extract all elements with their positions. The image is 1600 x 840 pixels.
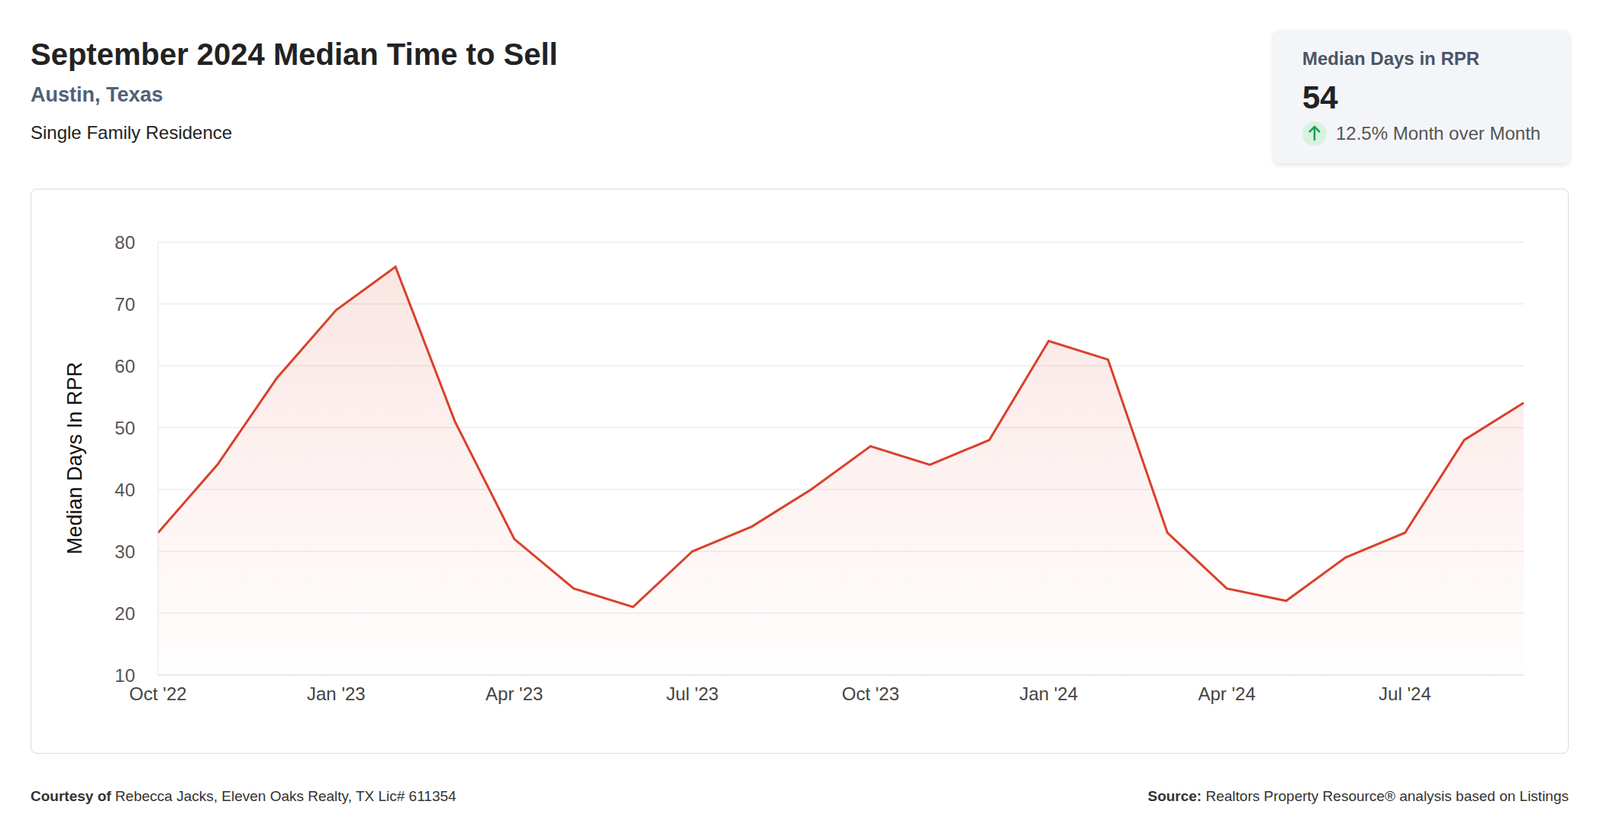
svg-text:Oct '22: Oct '22 [129, 683, 187, 704]
svg-text:70: 70 [114, 293, 136, 315]
html-text:Single Family Residence: Single Family Residence [30, 122, 233, 143]
svg-text:20: 20 [114, 603, 136, 624]
svg-text:50: 50 [114, 417, 136, 439]
svg-text:Oct '23: Oct '23 [841, 683, 900, 704]
html-text:Median Days In RPR: Median Days In RPR [62, 361, 86, 555]
svg-text:Jan '23: Jan '23 [306, 683, 366, 704]
svg-text:60: 60 [114, 355, 136, 377]
svg-text:Jul '24: Jul '24 [1378, 683, 1432, 704]
svg-text:Apr '23: Apr '23 [485, 683, 543, 704]
html-text:Courtesy of Rebecca Jacks, Ele: Courtesy of Rebecca Jacks, Eleven Oaks R… [30, 787, 457, 804]
html-text:Median Days in RPR: Median Days in RPR [1302, 48, 1480, 69]
svg-text:80: 80 [114, 232, 136, 253]
svg-text:10: 10 [114, 664, 136, 686]
svg-text:Jul '23: Jul '23 [666, 683, 720, 704]
html-text:Austin, Texas: Austin, Texas [30, 83, 164, 107]
html-text:September 2024 Median Time to: September 2024 Median Time to Sell [30, 37, 558, 71]
html-text:Source: Realtors Property Reso: Source: Realtors Property Resource® anal… [1147, 787, 1569, 804]
html-text:12.5% Month over Month: 12.5% Month over Month [1335, 122, 1541, 144]
svg-text:Apr '24: Apr '24 [1197, 683, 1255, 704]
html-text:54: 54 [1302, 79, 1338, 116]
svg-text:40: 40 [114, 479, 136, 500]
svg-text:Jan '24: Jan '24 [1019, 683, 1078, 704]
svg-text:30: 30 [114, 541, 136, 562]
